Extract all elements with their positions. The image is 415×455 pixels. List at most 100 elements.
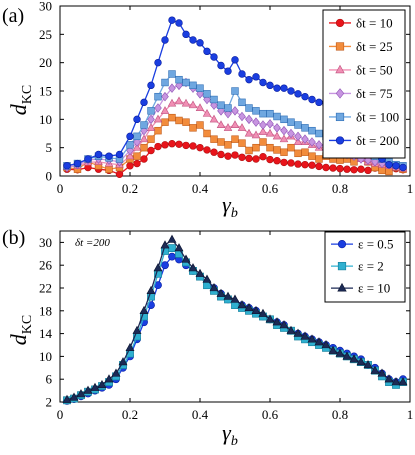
data-point	[231, 106, 239, 116]
data-point	[182, 141, 190, 150]
data-point	[126, 162, 134, 170]
legend-marker	[337, 240, 347, 249]
panel-label: (a)	[2, 5, 24, 27]
data-point	[392, 162, 400, 170]
data-point	[335, 348, 345, 357]
data-point	[252, 107, 260, 115]
legend-item: δt = 25	[329, 39, 393, 54]
legend-item: δt = 200	[329, 133, 399, 148]
data-point	[153, 263, 163, 272]
data-point	[182, 78, 190, 87]
data-point	[125, 342, 135, 352]
data-point	[385, 160, 393, 169]
legend-item: δt = 100	[329, 109, 399, 124]
data-point	[97, 379, 107, 389]
data-point	[133, 159, 141, 168]
data-point	[160, 106, 170, 114]
y-tick-label: 0	[46, 169, 53, 184]
data-point	[153, 114, 163, 123]
data-point	[356, 357, 366, 366]
data-point	[174, 96, 184, 105]
y-axis-label: dKC	[6, 85, 35, 115]
data-point	[69, 392, 79, 401]
legend-label: δt = 10	[356, 15, 393, 30]
x-tick-label: 0.4	[192, 407, 209, 422]
data-point	[252, 155, 260, 163]
y-tick-label: 22	[39, 281, 52, 296]
data-point	[294, 160, 302, 168]
data-point	[195, 268, 205, 277]
data-point	[245, 146, 253, 155]
data-point	[217, 101, 225, 109]
series-1	[63, 140, 407, 179]
plot-frame	[59, 230, 411, 403]
data-point	[210, 148, 218, 156]
data-point	[217, 138, 225, 146]
data-point	[76, 389, 86, 398]
data-point	[315, 98, 323, 107]
legend-marker	[335, 64, 345, 74]
legend-label: δt = 100	[356, 109, 399, 124]
data-point	[111, 368, 121, 377]
data-point	[161, 78, 169, 87]
data-point	[167, 234, 177, 243]
data-point	[104, 374, 114, 383]
data-point	[210, 95, 218, 104]
data-point	[132, 142, 142, 151]
data-point	[140, 121, 148, 129]
data-point	[63, 162, 71, 170]
legend-marker	[335, 112, 345, 122]
data-point	[238, 139, 246, 147]
data-point	[273, 123, 281, 133]
data-point	[237, 123, 247, 131]
legend-label: δt = 50	[356, 62, 393, 77]
data-point	[364, 166, 372, 175]
data-point	[377, 368, 387, 377]
data-point	[301, 124, 309, 132]
data-point	[293, 328, 303, 337]
legend-label: δt = 25	[356, 39, 393, 54]
data-point	[244, 128, 254, 137]
data-point	[140, 155, 148, 163]
data-point	[259, 138, 267, 146]
data-point	[231, 301, 239, 309]
data-point	[195, 103, 205, 112]
data-point	[287, 159, 295, 167]
x-tick-label: 0	[57, 181, 64, 196]
y-tick-label: 6	[46, 372, 53, 387]
data-point	[251, 130, 261, 139]
data-point	[216, 288, 226, 297]
data-point	[280, 84, 288, 92]
data-point	[252, 117, 260, 127]
data-point	[287, 143, 295, 152]
data-point	[168, 244, 176, 252]
data-point	[245, 154, 253, 163]
data-point	[90, 382, 100, 391]
data-point	[350, 166, 358, 174]
data-point	[125, 151, 135, 160]
legend: δt = 10 δt = 25 δt = 50 δt = 75 δt = 100 δt =…	[322, 9, 406, 159]
data-point	[196, 143, 204, 152]
data-point	[315, 140, 323, 150]
data-point	[154, 58, 162, 67]
data-point	[210, 53, 218, 61]
data-point	[196, 121, 204, 129]
legend-label: δt = 75	[356, 86, 393, 101]
data-point	[294, 149, 302, 158]
y-tick-label: 15	[39, 84, 52, 99]
legend-marker	[337, 282, 347, 292]
data-point	[224, 104, 232, 112]
y-tick-label: 25	[39, 27, 52, 42]
data-point	[133, 132, 141, 141]
data-point	[266, 155, 274, 164]
data-point	[301, 160, 309, 169]
data-point	[279, 320, 289, 329]
data-point	[147, 146, 155, 155]
data-point	[209, 114, 219, 123]
x-axis-label: γb	[222, 192, 238, 221]
data-point	[168, 140, 176, 148]
data-point	[315, 129, 323, 138]
